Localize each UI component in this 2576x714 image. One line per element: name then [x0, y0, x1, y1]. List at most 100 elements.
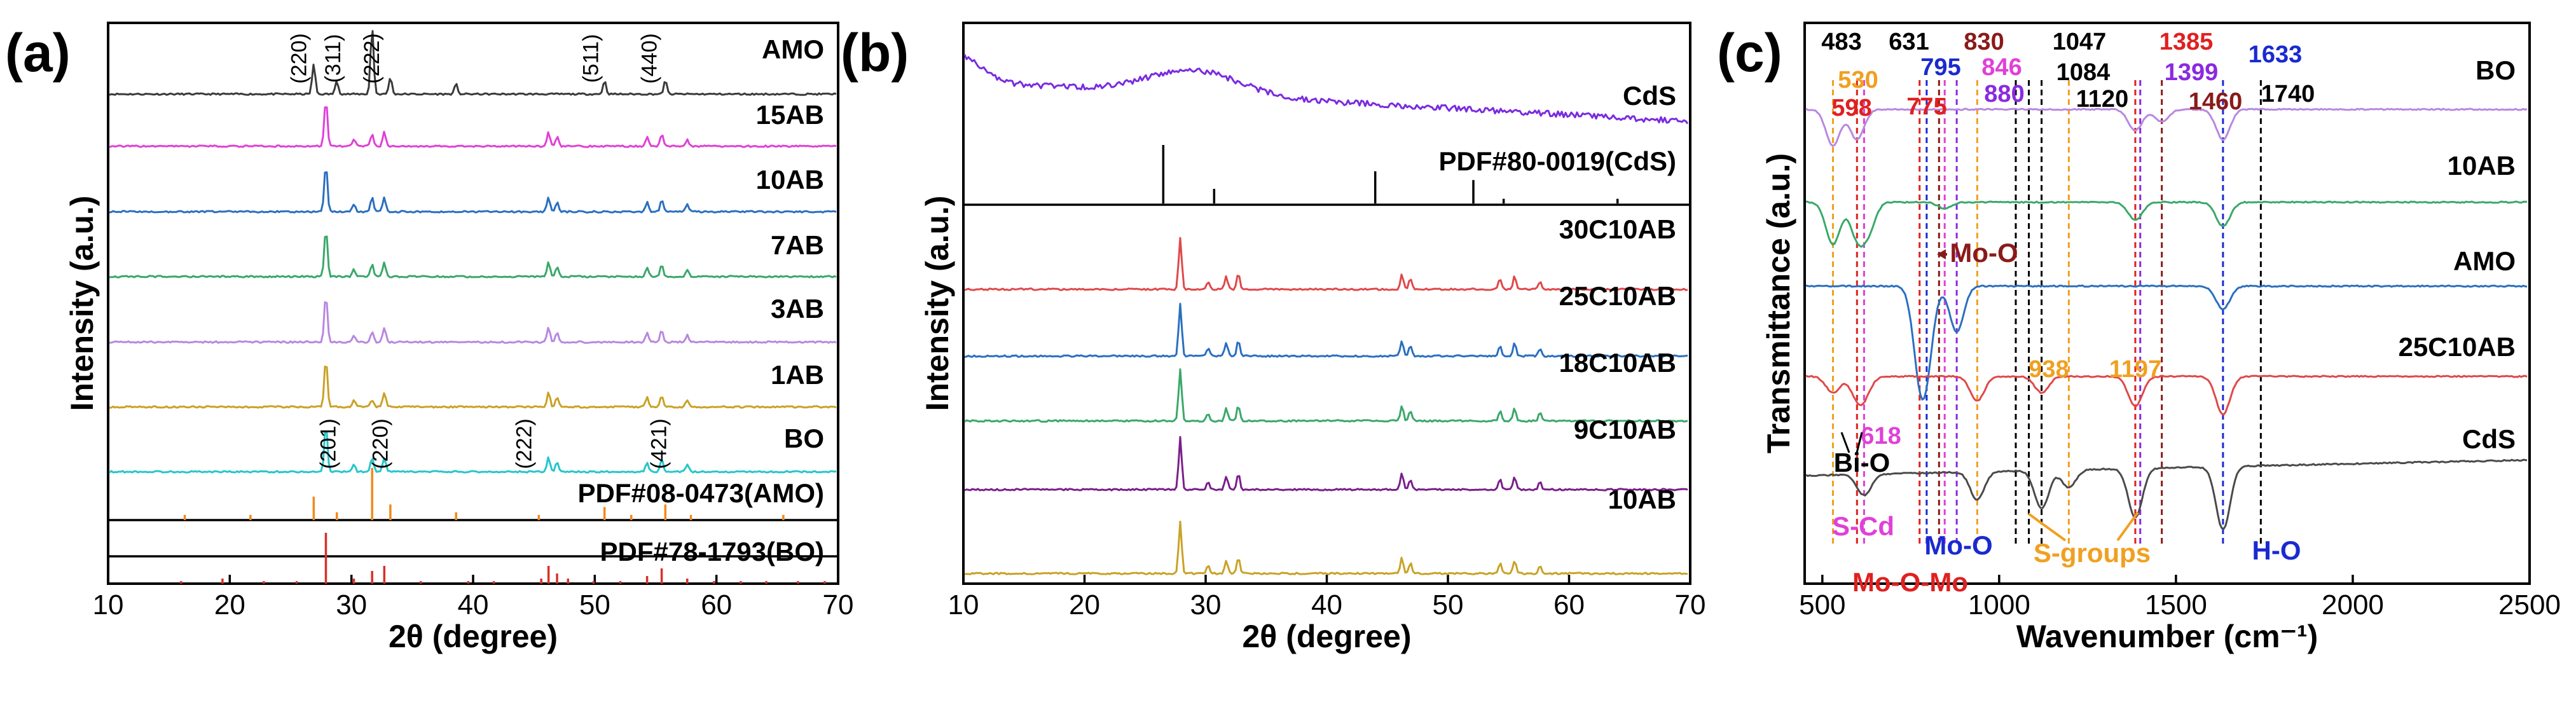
- x-tick-label: 30: [336, 589, 367, 621]
- annotation-arrow: [2027, 512, 2067, 542]
- annotation-arrow: [1856, 432, 1863, 453]
- group-label-mo-o: Mo-O: [1924, 530, 1992, 560]
- annotation-arrowhead: [1937, 249, 1946, 259]
- hkl-label: (222): [512, 418, 536, 469]
- x-axis-label: 2θ (degree): [1243, 619, 1412, 654]
- x-tick-label: 70: [823, 589, 854, 621]
- series-label-cds: CdS: [2462, 424, 2516, 454]
- x-tick-label: 10: [948, 589, 979, 621]
- plot-area: [1803, 22, 2531, 585]
- series-9c10ab: [964, 436, 1688, 491]
- series-label-9c10ab: 9C10AB: [1574, 415, 1676, 444]
- series-1ab: [109, 366, 837, 409]
- series-7ab: [109, 235, 837, 278]
- peak-label-598: 598: [1831, 95, 1871, 121]
- annotation-arrow: [1840, 432, 1850, 453]
- y-axis-label: Intensity (a.u.): [64, 196, 100, 411]
- series-label-10ab: 10AB: [2448, 151, 2516, 181]
- x-tick-label: 1500: [2145, 589, 2207, 621]
- panel-b: 10 20 30 40 50 60 70 2θ (degree) Intensity (a.u.…: [841, 22, 1705, 654]
- series-label-3ab: 3AB: [771, 294, 824, 324]
- x-tick-label: 20: [1069, 589, 1100, 621]
- series-18c10ab: [964, 368, 1688, 423]
- peak-label-618: 618: [1861, 423, 1901, 450]
- series-label-bo: BO: [784, 423, 824, 453]
- hkl-label: (220): [369, 418, 393, 469]
- panel-label: (b): [841, 23, 909, 83]
- x-tick-label: 50: [1433, 589, 1464, 621]
- peak-label-1084: 1084: [2056, 59, 2111, 86]
- hkl-label: (511): [579, 34, 603, 83]
- group-label-mo-o: Mo-O: [1950, 238, 2018, 268]
- series-label-bo: BO: [2476, 55, 2516, 85]
- series-10ab: [964, 520, 1688, 575]
- x-tick-label: 60: [701, 589, 732, 621]
- x-tick-label: 50: [579, 589, 610, 621]
- peak-label-880: 880: [1984, 81, 2024, 107]
- series-label-10ab: 10AB: [1608, 484, 1676, 514]
- series-amo: [1805, 284, 2528, 401]
- y-axis-label: Intensity (a.u.): [920, 196, 955, 411]
- series-label-15ab: 15AB: [756, 100, 824, 130]
- peak-label-1740: 1740: [2261, 81, 2315, 107]
- series-cds: [963, 54, 1689, 125]
- x-tick-label: 20: [214, 589, 245, 621]
- peak-label-1460: 1460: [2189, 88, 2243, 115]
- hkl-label: (440): [637, 33, 661, 83]
- panel-label: (a): [5, 23, 71, 83]
- series-label-18c10ab: 18C10AB: [1559, 348, 1676, 378]
- x-tick-label: 2000: [2322, 589, 2384, 621]
- group-label-s-cd: S-Cd: [1832, 511, 1894, 541]
- series-label-10ab: 10AB: [756, 165, 824, 195]
- series-label-cds: CdS: [1623, 81, 1676, 111]
- peak-label-1399: 1399: [2165, 59, 2219, 86]
- panel-a: 10 20 30 40 50 60 70 2θ (degree) Intensity (a.u.…: [5, 22, 854, 654]
- series-label-amo: AMO: [2453, 246, 2516, 276]
- x-tick-label: 60: [1553, 589, 1585, 621]
- hkl-label: (421): [647, 418, 672, 469]
- x-tick-label: 40: [1311, 589, 1342, 621]
- x-tick-label: 2500: [2498, 589, 2561, 621]
- series-label-1ab: 1AB: [771, 360, 824, 390]
- x-tick-label: 40: [458, 589, 489, 621]
- hkl-label: (311): [321, 34, 345, 83]
- peak-label-830: 830: [1964, 29, 2004, 55]
- peak-label-846: 846: [1981, 54, 2022, 81]
- series-label-25c10ab: 25C10AB: [1559, 281, 1676, 311]
- peak-label-1385: 1385: [2159, 29, 2214, 55]
- series-label-amo: AMO: [762, 34, 824, 64]
- series-label-30c10ab: 30C10AB: [1559, 214, 1676, 244]
- series-bo: [1805, 107, 2528, 147]
- series-bo: [109, 432, 837, 474]
- series-25c10ab: [964, 303, 1688, 358]
- series-amo: [109, 30, 837, 96]
- x-tick-label: 500: [1799, 589, 1845, 621]
- x-axis-label: Wavenumber (cm⁻¹): [2016, 619, 2318, 654]
- peak-label-530: 530: [1838, 67, 1878, 93]
- reference-label-pdf-78-1793-bo: PDF#78-1793(BO): [600, 537, 824, 566]
- peak-label-1120: 1120: [2076, 86, 2128, 113]
- x-axis-label: 2θ (degree): [389, 619, 558, 654]
- group-label-h-o: H-O: [2252, 535, 2301, 565]
- y-axis-label: Transmittance (a.u.): [1761, 153, 1796, 453]
- series-15ab: [109, 106, 837, 148]
- series-10ab: [109, 171, 837, 214]
- series-label-25c10ab: 25C10AB: [2399, 332, 2516, 362]
- peak-label-1047: 1047: [2053, 29, 2107, 55]
- hkl-label: (222): [360, 33, 384, 83]
- series-3ab: [109, 301, 837, 344]
- peak-label-775: 775: [1906, 93, 1946, 120]
- series-10ab: [1805, 200, 2528, 248]
- peak-label-631: 631: [1889, 29, 1929, 55]
- peak-label-795: 795: [1920, 54, 1960, 81]
- x-tick-label: 1000: [1968, 589, 2030, 621]
- hkl-label: (220): [287, 33, 311, 83]
- group-label-bi-o: Bi-O: [1834, 448, 1891, 477]
- panel-c: 500 1000 1500 2000 2500 Wavenumber (cm⁻¹) Tran…: [1717, 22, 2561, 654]
- peak-label-1633: 1633: [2249, 41, 2303, 68]
- peak-label-938: 938: [2028, 356, 2069, 383]
- series-30c10ab: [964, 237, 1688, 291]
- hkl-label: (201): [316, 418, 340, 469]
- series-label-7ab: 7AB: [771, 230, 824, 260]
